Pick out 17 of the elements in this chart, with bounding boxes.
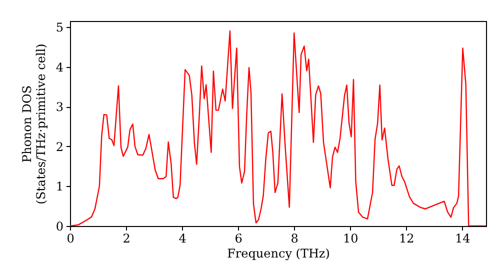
y-tick-label: 0 bbox=[56, 220, 64, 234]
x-tick-label: 10 bbox=[342, 232, 358, 246]
line-series bbox=[70, 30, 486, 226]
x-tick-label: 14 bbox=[455, 232, 471, 246]
x-tick-label: 6 bbox=[234, 232, 242, 246]
x-tick-label: 4 bbox=[178, 232, 187, 246]
x-tick-label: 0 bbox=[66, 232, 74, 246]
y-axis-title: Phonon DOS (States/THz·primitive cell) bbox=[20, 44, 48, 204]
x-axis-title: Frequency (THz) bbox=[227, 246, 330, 260]
y-tick-label: 4 bbox=[56, 60, 64, 74]
x-tick-label: 2 bbox=[122, 232, 130, 246]
y-tick-label: 2 bbox=[56, 140, 64, 154]
y-tick-label: 1 bbox=[56, 180, 64, 194]
y-tick-label: 3 bbox=[56, 100, 64, 114]
x-tick-label: 12 bbox=[399, 232, 414, 246]
x-tick-label: 8 bbox=[290, 232, 298, 246]
y-tick-label: 5 bbox=[56, 20, 64, 34]
